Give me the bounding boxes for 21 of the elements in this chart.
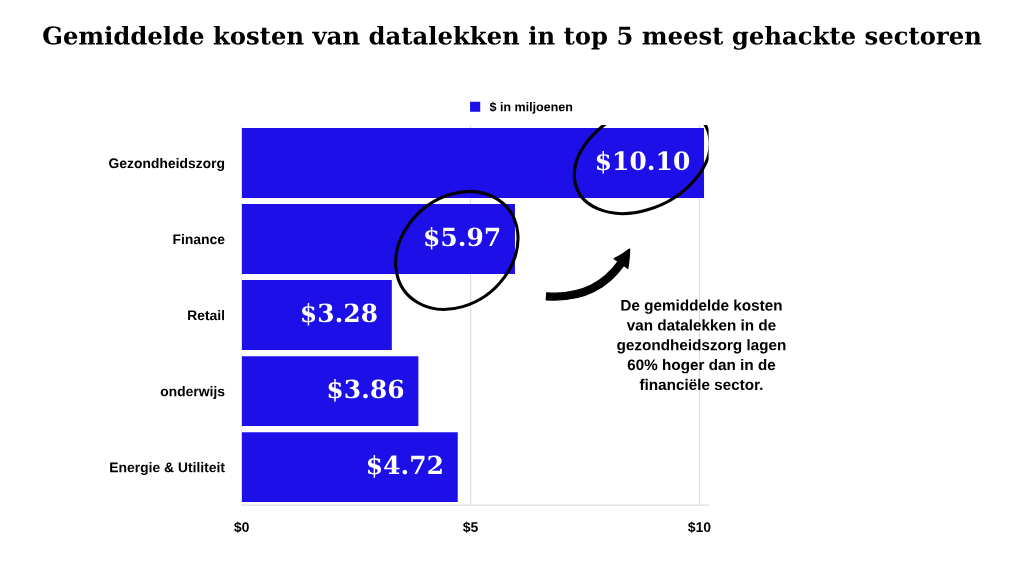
y-tick-label: Finance bbox=[173, 234, 225, 245]
y-tick-label: Gezondheidszorg bbox=[109, 157, 225, 171]
y-tick-label: Retail bbox=[188, 310, 225, 321]
data-label: $5.97 bbox=[425, 226, 500, 250]
x-tick-label: $10 bbox=[688, 521, 711, 533]
data-label: $3.86 bbox=[328, 378, 404, 402]
annotation: De gemiddelde kosten van datalekken in de gezondheidszorg lagen 60% hoger dan in de financiële sector. bbox=[617, 299, 786, 391]
bar bbox=[241, 356, 419, 427]
data-label: $10.10 bbox=[596, 150, 690, 174]
x-tick-label: $5 bbox=[463, 521, 478, 533]
x-tick-label: $0 bbox=[234, 521, 249, 533]
legend-label: $ in miljoenen bbox=[489, 101, 573, 114]
y-tick-label: Energie & Utiliteit bbox=[110, 462, 225, 476]
y-tick-label: onderwijs bbox=[160, 386, 225, 400]
bar bbox=[241, 280, 392, 351]
bar bbox=[241, 432, 458, 503]
bar bbox=[241, 128, 705, 198]
chart-title: Gemiddelde kosten van datalekken in top 5 meest gehackte sectoren bbox=[43, 25, 982, 50]
data-label: $3.28 bbox=[302, 302, 377, 326]
bar bbox=[241, 204, 515, 275]
data-label: $4.72 bbox=[367, 455, 442, 478]
